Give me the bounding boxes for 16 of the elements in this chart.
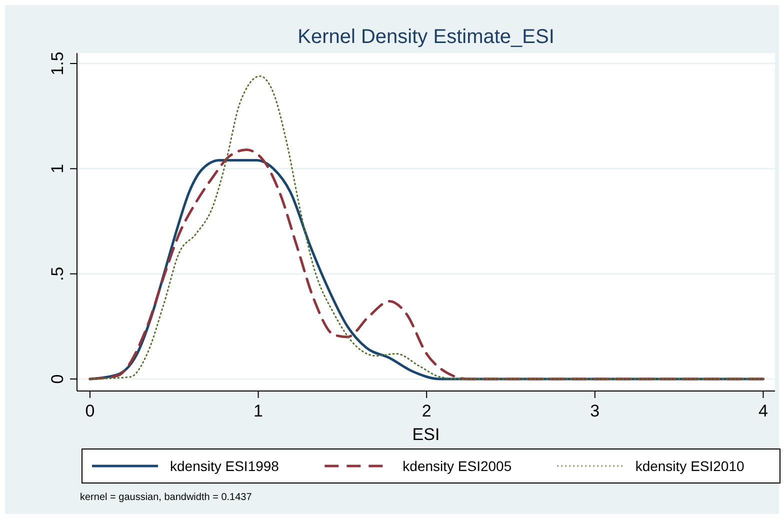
y-tick-label: 1 [48,164,67,174]
x-tick-label: 3 [590,401,600,420]
x-tick-label: 0 [85,401,95,420]
x-tick-label: 4 [758,401,768,420]
x-axis-title: ESI [412,425,440,444]
line-series [89,75,764,380]
chart-title: Kernel Density Estimate_ESI [298,26,554,48]
y-tick-label: 1.5 [48,52,67,76]
text: kernel = gaussian, bandwidth = 0.1437 [80,492,252,503]
legend-label: kdensity ESI1998 [170,458,280,474]
legend-label: kdensity ESI2005 [402,458,512,474]
x-tick-label: 1 [254,401,264,420]
legend-label: kdensity ESI2010 [635,458,745,474]
x-tick-label: 2 [422,401,432,420]
y-tick-label: .5 [48,266,67,281]
y-tick-label: 0 [48,374,67,384]
